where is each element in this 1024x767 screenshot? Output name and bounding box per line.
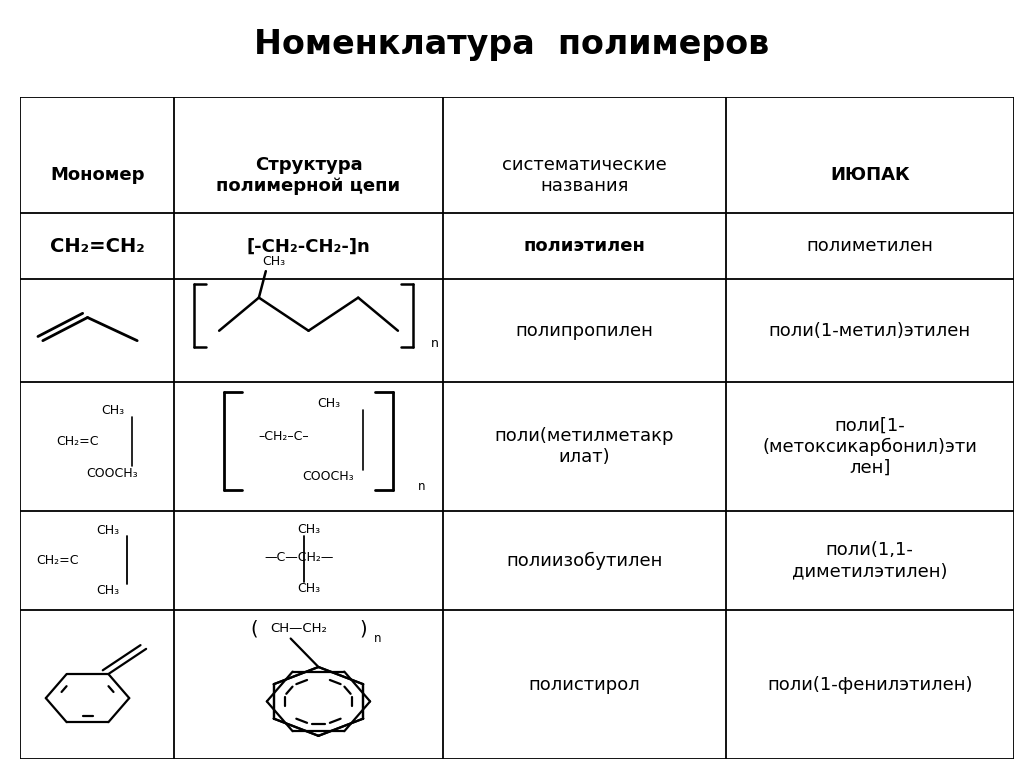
Text: поли(1-метил)этилен: поли(1-метил)этилен — [769, 321, 971, 340]
Text: —C—CH₂—: —C—CH₂— — [264, 551, 333, 564]
Text: полиизобутилен: полиизобутилен — [506, 551, 663, 570]
Text: поли[1-
(метоксикарбонил)эти
лен]: поли[1- (метоксикарбонил)эти лен] — [762, 416, 977, 476]
Text: Мономер: Мономер — [50, 166, 144, 184]
Text: Номенклатура  полимеров: Номенклатура полимеров — [254, 28, 770, 61]
Text: полистирол: полистирол — [528, 676, 640, 694]
Text: COOCH₃: COOCH₃ — [302, 470, 354, 483]
Text: n: n — [431, 337, 438, 351]
Text: CH₂=CH₂: CH₂=CH₂ — [50, 237, 144, 256]
Text: CH₃: CH₃ — [100, 403, 124, 416]
Text: полиметилен: полиметилен — [806, 237, 933, 255]
Text: ИЮПАК: ИЮПАК — [829, 166, 909, 184]
Text: полипропилен: полипропилен — [515, 321, 653, 340]
Text: поли(1,1-
диметилэтилен): поли(1,1- диметилэтилен) — [792, 542, 947, 580]
Text: CH₃: CH₃ — [297, 523, 321, 536]
Text: систематические
названия: систематические названия — [502, 156, 667, 195]
Text: [-CH₂-CH₂-]n: [-CH₂-CH₂-]n — [247, 237, 371, 255]
Text: n: n — [375, 632, 382, 645]
Text: CH—CH₂: CH—CH₂ — [270, 622, 327, 635]
Text: CH₃: CH₃ — [96, 525, 119, 538]
Text: COOCH₃: COOCH₃ — [87, 466, 138, 479]
Text: CH₃: CH₃ — [96, 584, 119, 597]
Text: CH₂=C: CH₂=C — [37, 555, 79, 568]
Text: CH₂=C: CH₂=C — [56, 435, 99, 448]
Text: –CH₂–C–: –CH₂–C– — [258, 430, 309, 443]
Text: поли(1-фенилэтилен): поли(1-фенилэтилен) — [767, 676, 973, 694]
Text: CH₃: CH₃ — [316, 397, 340, 410]
Text: CH₃: CH₃ — [297, 582, 321, 595]
Text: полиэтилен: полиэтилен — [523, 237, 645, 255]
Text: CH₃: CH₃ — [262, 255, 286, 268]
Text: поли(метилметакр
илат): поли(метилметакр илат) — [495, 427, 674, 466]
Text: n: n — [418, 480, 425, 492]
Text: (: ( — [250, 619, 258, 638]
Text: ): ) — [359, 619, 367, 638]
Text: Структура
полимерной цепи: Структура полимерной цепи — [216, 156, 400, 195]
